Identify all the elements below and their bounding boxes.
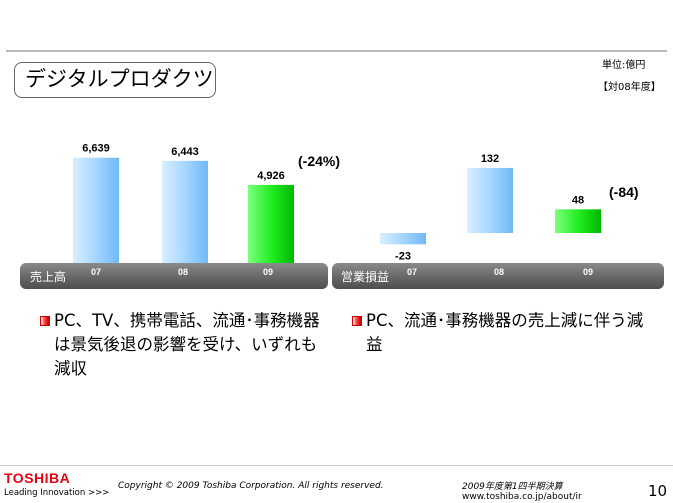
page-number: 10 bbox=[648, 482, 668, 500]
change-label-profit: (-84) bbox=[609, 184, 639, 200]
page-title: デジタルプロダクツ bbox=[14, 62, 216, 98]
tick-label-profit-09: 09 bbox=[583, 267, 593, 277]
comparison-label: 【対08年度】 bbox=[598, 82, 661, 93]
tick-label-sales-09: 09 bbox=[263, 267, 273, 277]
bullet-profit-text: PC、流通･事務機器の売上減に伴う減益 bbox=[366, 311, 644, 354]
data-label-profit-07: -23 bbox=[395, 250, 411, 262]
header-rule bbox=[6, 50, 667, 52]
data-label-sales-09: 4,926 bbox=[257, 170, 285, 182]
change-label-sales: (-24%) bbox=[298, 153, 340, 169]
bar-sales-08 bbox=[162, 160, 208, 263]
tick-label-profit-07: 07 bbox=[407, 267, 417, 277]
toshiba-logo: TOSHIBA bbox=[4, 470, 71, 486]
category-band-profit bbox=[332, 263, 664, 289]
bullet-sales-text: PC、TV、携帯電話、流通･事務機器は景気後退の影響を受け、いずれも減収 bbox=[54, 311, 320, 378]
bullet-sales: PC、TV、携帯電話、流通･事務機器は景気後退の影響を受け、いずれも減収 bbox=[40, 309, 320, 381]
bullet-profit: PC、流通･事務機器の売上減に伴う減益 bbox=[352, 309, 652, 357]
footer-rule bbox=[0, 465, 673, 466]
data-label-profit-08: 132 bbox=[481, 153, 499, 165]
data-label-sales-08: 6,443 bbox=[171, 146, 199, 158]
ir-url[interactable]: www.toshiba.co.jp/about/ir bbox=[462, 492, 582, 502]
bullet-square-icon bbox=[40, 316, 50, 326]
chart-title-sales: 売上高 bbox=[30, 269, 66, 284]
bullet-square-icon bbox=[352, 316, 362, 326]
bar-profit-09 bbox=[555, 209, 601, 233]
tick-label-sales-07: 07 bbox=[91, 267, 101, 277]
category-band-sales bbox=[20, 263, 328, 289]
data-label-sales-07: 6,639 bbox=[82, 143, 110, 155]
tick-label-profit-08: 08 bbox=[494, 267, 504, 277]
tick-label-sales-08: 08 bbox=[178, 267, 188, 277]
bar-profit-07 bbox=[380, 233, 426, 245]
logo-tagline: Leading Innovation >>> bbox=[4, 488, 110, 498]
bar-sales-09 bbox=[248, 184, 294, 263]
bar-profit-08 bbox=[467, 167, 513, 233]
unit-label: 単位:億円 bbox=[602, 60, 646, 71]
charts-canvas: 6,639 6,443 4,926 売上高 07 08 09 (-24%) -23 132 48 営業… bbox=[20, 143, 664, 289]
report-title: 2009年度第1四半期決算 bbox=[462, 482, 563, 492]
chart-title-profit: 営業損益 bbox=[341, 269, 389, 284]
copyright-text: Copyright © 2009 Toshiba Corporation. Al… bbox=[118, 481, 384, 491]
bar-sales-07 bbox=[73, 157, 119, 263]
data-label-profit-09: 48 bbox=[572, 194, 584, 206]
